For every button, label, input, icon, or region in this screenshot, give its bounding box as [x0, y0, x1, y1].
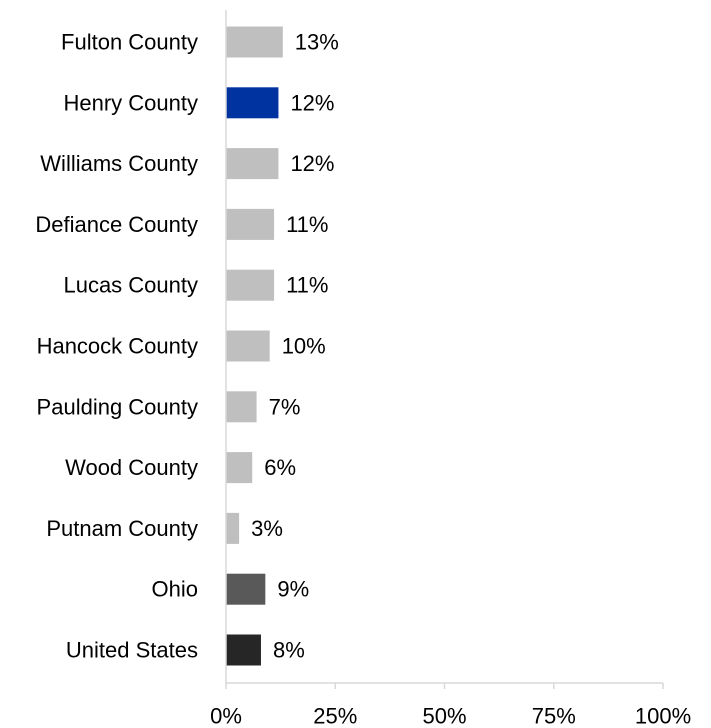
data-label-defiance-county: 11%	[286, 212, 328, 237]
bar-lucas-county	[226, 269, 275, 301]
category-label-defiance-county: Defiance County	[35, 212, 198, 237]
data-label-ohio: 9%	[277, 577, 309, 602]
bar-hancock-county	[226, 330, 270, 362]
data-label-wood-county: 6%	[264, 455, 296, 480]
category-label-henry-county: Henry County	[63, 90, 198, 115]
x-tick-label: 50%	[422, 704, 466, 728]
bar-wood-county	[226, 452, 253, 484]
category-label-fulton-county: Fulton County	[61, 30, 198, 55]
category-label-ohio: Ohio	[152, 577, 198, 602]
category-labels-group: Fulton County Henry County Williams County…	[35, 30, 198, 663]
category-label-lucas-county: Lucas County	[63, 273, 198, 298]
x-tick-label: 0%	[210, 704, 242, 728]
data-label-putnam-county: 3%	[251, 516, 283, 541]
x-tick-label: 25%	[313, 704, 357, 728]
x-ticks-group: 0% 25% 50% 75% 100%	[210, 683, 691, 728]
data-labels-group: 13% 12% 12% 11% 11% 10% 7% 6% 3% 9% 8%	[251, 30, 339, 663]
category-label-putnam-county: Putnam County	[46, 516, 198, 541]
bar-williams-county	[226, 148, 279, 180]
bar-putnam-county	[226, 512, 240, 544]
category-label-wood-county: Wood County	[65, 455, 198, 480]
data-label-hancock-county: 10%	[282, 334, 326, 359]
category-label-hancock-county: Hancock County	[37, 334, 198, 359]
x-tick-label: 100%	[635, 704, 691, 728]
data-label-lucas-county: 11%	[286, 273, 328, 298]
category-label-paulding-county: Paulding County	[37, 394, 198, 419]
bar-fulton-county	[226, 26, 283, 58]
bars-group	[226, 26, 283, 666]
bar-henry-county	[226, 87, 279, 119]
category-label-united-states: United States	[66, 638, 198, 663]
x-tick-label: 75%	[532, 704, 576, 728]
data-label-paulding-county: 7%	[269, 394, 301, 419]
data-label-fulton-county: 13%	[295, 30, 339, 55]
bar-ohio	[226, 573, 266, 605]
bar-defiance-county	[226, 208, 275, 240]
bar-paulding-county	[226, 391, 257, 423]
category-label-williams-county: Williams County	[40, 151, 198, 176]
data-label-williams-county: 12%	[290, 151, 334, 176]
data-label-henry-county: 12%	[290, 90, 334, 115]
bar-united-states	[226, 634, 261, 666]
data-label-united-states: 8%	[273, 638, 305, 663]
